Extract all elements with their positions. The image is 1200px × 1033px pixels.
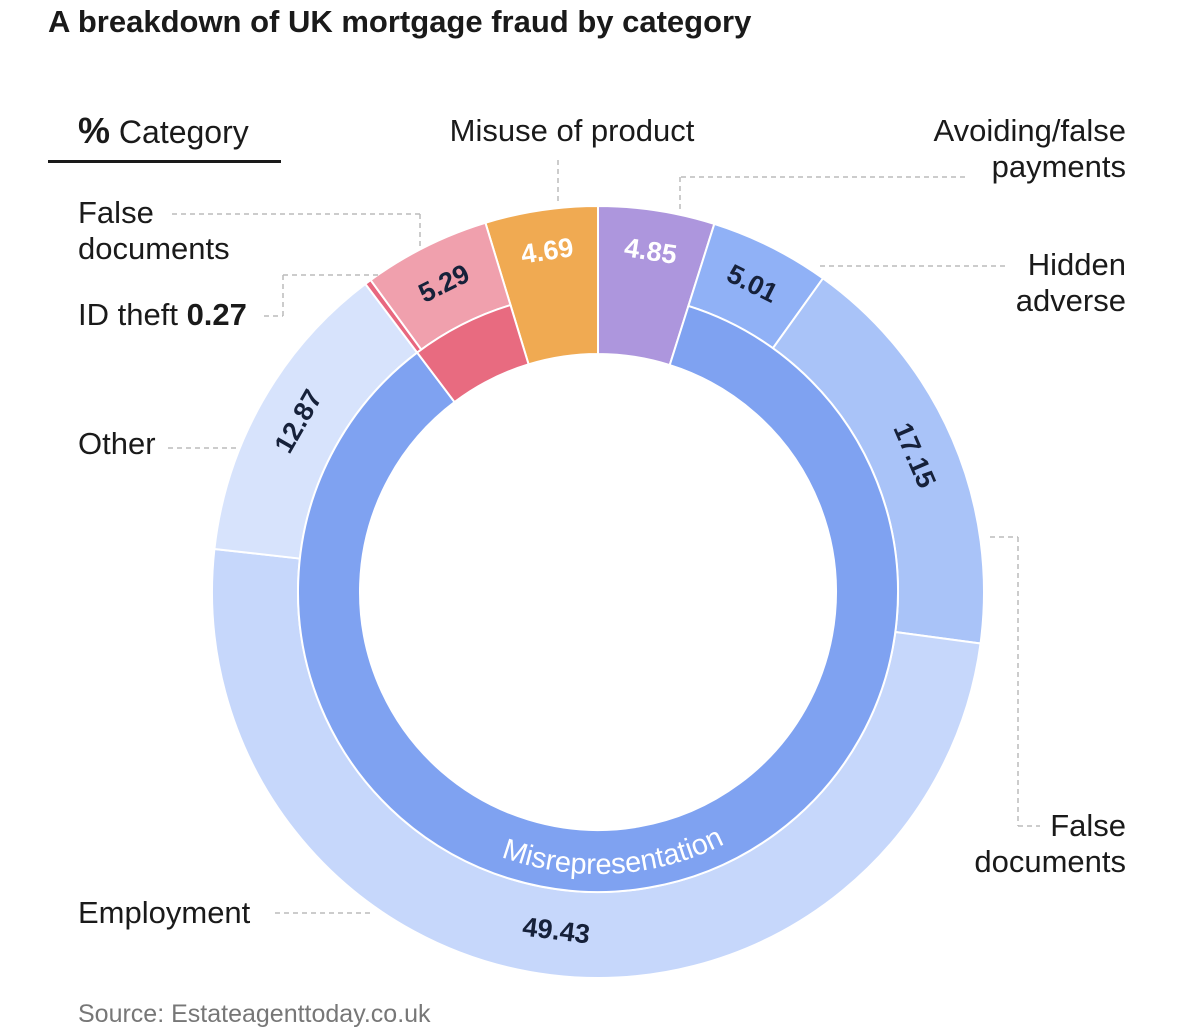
segment-name-text: Avoiding/false payments bbox=[933, 113, 1126, 184]
chart-title: A breakdown of UK mortgage fraud by cate… bbox=[48, 4, 752, 39]
segment-name-text: Hidden adverse bbox=[1015, 247, 1126, 318]
group-ring bbox=[415, 303, 530, 404]
segment-name: Avoiding/false payments bbox=[896, 113, 1126, 185]
unit-label: % bbox=[78, 110, 111, 151]
segment-name: ID theft 0.27 bbox=[78, 297, 318, 333]
segment-name-text: Misuse of product bbox=[449, 113, 695, 148]
segment-name-text: Other bbox=[78, 426, 156, 461]
segment-name: False documents bbox=[936, 808, 1126, 880]
name-header: Category bbox=[118, 114, 249, 150]
header-underline bbox=[48, 160, 281, 163]
segment-name-text: False documents bbox=[78, 195, 230, 266]
source: Source: Estateagenttoday.co.uk bbox=[78, 1000, 431, 1028]
legend-header: % Category bbox=[78, 110, 249, 152]
segment-name-text: False documents bbox=[974, 808, 1126, 879]
segment-name: Employment bbox=[78, 895, 298, 931]
segment-name: Hidden adverse bbox=[986, 247, 1126, 319]
group-ring bbox=[297, 304, 899, 893]
value-label: 0.27 bbox=[186, 297, 247, 332]
segment-name: Misuse of product bbox=[392, 113, 752, 149]
segment-name: False documents bbox=[78, 195, 268, 267]
segment-name-text: ID theft bbox=[78, 297, 178, 332]
segment-name: Other bbox=[78, 426, 198, 462]
segment-name-text: Employment bbox=[78, 895, 251, 930]
